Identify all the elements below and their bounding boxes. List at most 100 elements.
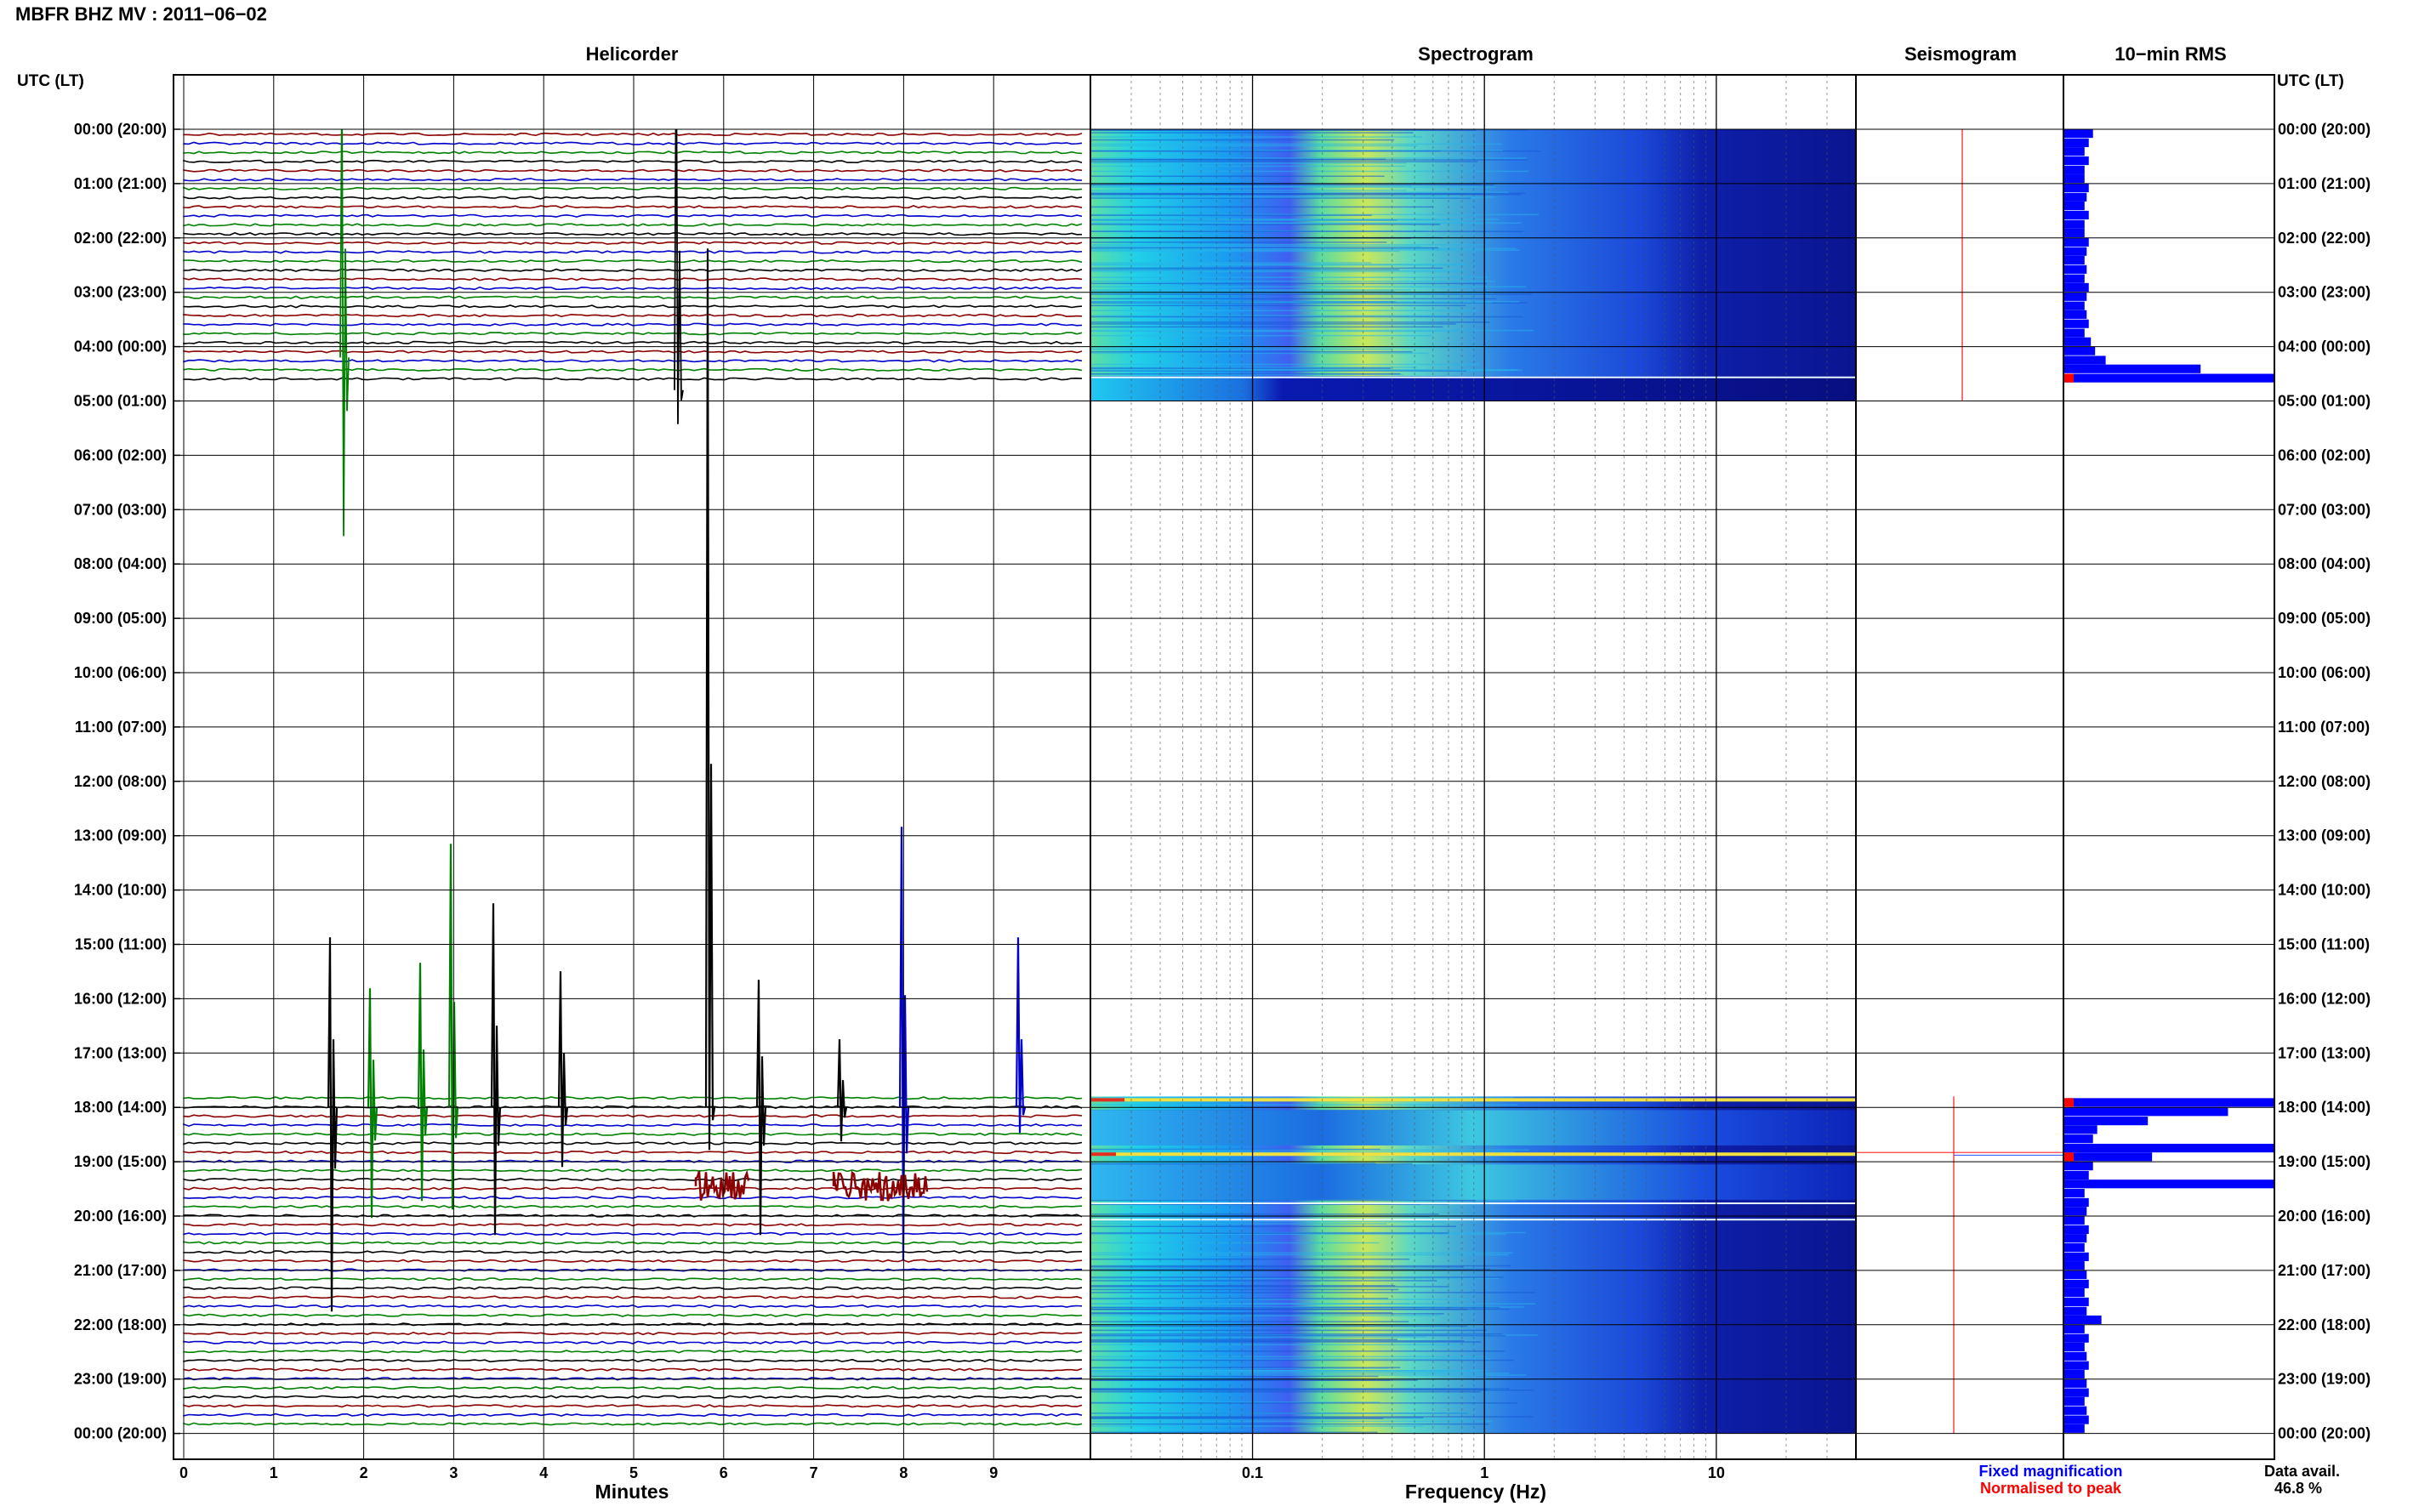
spectrogram-streak: [1090, 139, 1395, 141]
helicorder-trace: [183, 1250, 1083, 1254]
hour-label-left: 10:00 (06:00): [74, 664, 167, 681]
helicorder-trace: [183, 1259, 1083, 1263]
data-avail-value: 46.8 %: [2274, 1480, 2322, 1497]
helicorder-x-tick: 5: [629, 1464, 638, 1481]
seismogram-panel: [1856, 129, 2063, 1434]
spectrogram-streak: [1090, 1425, 1424, 1427]
helicorder-trace: [183, 1095, 1083, 1100]
spectrogram-streak: [1090, 1252, 1513, 1254]
spectrogram-streak: [1090, 293, 1494, 294]
hour-label-right: 00:00 (20:00): [2278, 121, 2371, 138]
spectrogram-streak: [1090, 192, 1526, 195]
hour-label-right: 20:00 (16:00): [2278, 1208, 2371, 1225]
spectrogram-streak: [1090, 1356, 1487, 1358]
spectrogram-streak: [1090, 161, 1478, 162]
spectrogram-streak: [1090, 267, 1443, 270]
spectrogram-streak: [1090, 1285, 1396, 1287]
spectrogram-streak: [1090, 1367, 1389, 1369]
helicorder-trace: [183, 1241, 1083, 1245]
spectrogram-streak: [1090, 290, 1395, 292]
hour-label-right: 10:00 (06:00): [2278, 664, 2371, 681]
helicorder-event-spike: [490, 903, 502, 1236]
rms-bar: [2063, 301, 2085, 310]
rms-bar: [2063, 310, 2087, 319]
spectrogram-streak: [1090, 1309, 1468, 1310]
spectrogram-streak: [1090, 1373, 1510, 1374]
spectrogram-streak: [1090, 1242, 1380, 1244]
helicorder-trace: [183, 1114, 1083, 1118]
hour-label-right: 03:00 (23:00): [2278, 284, 2371, 301]
hour-label-left: 14:00 (10:00): [74, 882, 167, 899]
helicorder-trace: [183, 1313, 1083, 1317]
hour-label-right: 13:00 (09:00): [2278, 827, 2371, 844]
rms-bar: [2063, 1189, 2085, 1198]
panel-title-helicorder: Helicorder: [586, 43, 679, 65]
helicorder-trace: [183, 196, 1083, 200]
hour-label-right: 00:00 (20:00): [2278, 1425, 2371, 1442]
spectrogram-streak: [1090, 1277, 1500, 1280]
helicorder-trace: [183, 1168, 1083, 1173]
helicorder-trace: [183, 132, 1083, 137]
panel-title-seismogram: Seismogram: [1904, 43, 2017, 65]
spectrogram-streak: [1090, 190, 1407, 191]
spectrogram-streak: [1090, 262, 1372, 264]
hour-label-left: 06:00 (02:00): [74, 446, 167, 463]
spectrogram-streak: [1090, 1358, 1491, 1360]
spectrogram-streak: [1090, 1215, 1430, 1218]
rms-bar: [2063, 346, 2096, 355]
spectrogram-streak: [1090, 301, 1520, 303]
helicorder-trace: [183, 1350, 1083, 1354]
rms-bar: [2063, 237, 2089, 247]
hour-label-right: 01:00 (21:00): [2278, 175, 2371, 192]
spectrogram-streak: [1090, 321, 1490, 323]
helicorder-trace: [183, 223, 1083, 227]
spectrogram-streak: [1090, 1223, 1387, 1225]
axis-labels: 00:00 (20:00) 00:00 (20:00) 01:00 (21:00) 0…: [74, 121, 2371, 1481]
hour-label-left: 03:00 (23:00): [74, 284, 167, 301]
rms-bar: [2063, 1324, 2085, 1333]
hour-label-right: 05:00 (01:00): [2278, 393, 2371, 410]
helicorder-traces: [183, 129, 1083, 1426]
spectrogram-streak: [1090, 1341, 1482, 1343]
helicorder-event-burst: [832, 1170, 929, 1202]
spectrogram-streak: [1090, 242, 1387, 243]
spectrogram-streak: [1090, 1306, 1500, 1309]
spectrogram-streak: [1090, 136, 1422, 138]
helicorder-trace: [183, 332, 1083, 336]
rms-bar: [2063, 1306, 2087, 1316]
spectrogram-streak: [1090, 245, 1421, 247]
rms-bar-peak: [2063, 373, 2074, 383]
spectrogram-streak: [1090, 289, 1411, 291]
hour-label-left: 15:00 (11:00): [75, 936, 167, 953]
seismogram-frame: [1855, 74, 2064, 1460]
hour-label-left: 12:00 (08:00): [74, 773, 167, 790]
rms-bar: [2063, 1134, 2093, 1144]
legend-normalised-to-peak: Normalised to peak: [1980, 1480, 2122, 1497]
rms-bar: [2063, 1287, 2085, 1298]
helicorder-trace: [183, 159, 1083, 164]
helicorder-x-tick: 4: [539, 1464, 548, 1481]
spectrogram-streak: [1090, 281, 1495, 282]
hour-label-left: 09:00 (05:00): [74, 610, 167, 627]
spectrogram-streak: [1090, 129, 1477, 132]
spectrogram-x-tick: 1: [1480, 1464, 1488, 1481]
spectrogram-streak: [1090, 162, 1408, 164]
rms-bar: [2063, 328, 2085, 338]
hour-label-right: 23:00 (19:00): [2278, 1371, 2371, 1388]
hour-label-left: 22:00 (18:00): [74, 1316, 167, 1333]
spectrogram-streak: [1090, 1292, 1536, 1293]
rms-bar: [2063, 1351, 2087, 1361]
helicorder-trace: [183, 241, 1083, 245]
rms-bar: [2063, 165, 2085, 174]
spectrogram-streak: [1090, 1299, 1469, 1300]
panel-title-spectrogram: Spectrogram: [1418, 43, 1534, 65]
rms-bar: [2063, 129, 2093, 139]
hour-label-right: 21:00 (17:00): [2278, 1262, 2371, 1279]
rms-bar: [2063, 1207, 2087, 1216]
rms-bar: [2063, 373, 2274, 383]
spectrogram-streak: [1090, 1375, 1379, 1378]
hour-label-right: 22:00 (18:00): [2278, 1316, 2371, 1333]
spectrogram-streak: [1090, 1214, 1439, 1215]
spectrogram-streak: [1090, 334, 1433, 337]
